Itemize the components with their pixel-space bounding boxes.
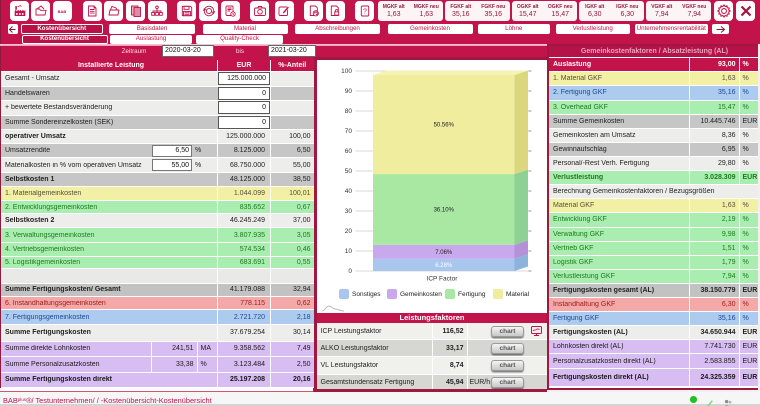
svg-text:?: ? [363, 9, 367, 16]
svg-text:40: 40 [344, 188, 352, 195]
svg-text:0: 0 [348, 268, 352, 275]
svg-text:10: 10 [344, 248, 352, 255]
svg-text:70: 70 [344, 128, 352, 135]
svg-text:20: 20 [344, 228, 352, 235]
svg-text:90: 90 [344, 88, 352, 95]
svg-text:BAB: BAB [58, 9, 67, 14]
svg-text:36.10%: 36.10% [433, 207, 454, 213]
svg-text:80: 80 [344, 108, 352, 115]
svg-text:ICP Factor: ICP Factor [426, 276, 458, 283]
svg-text:6.28%: 6.28% [435, 263, 453, 269]
svg-text:100: 100 [341, 68, 352, 75]
svg-text:50: 50 [344, 168, 352, 175]
svg-text:30: 30 [344, 208, 352, 215]
svg-text:50.56%: 50.56% [433, 123, 454, 129]
svg-text:60: 60 [344, 148, 352, 155]
svg-text:7.06%: 7.06% [435, 250, 453, 256]
